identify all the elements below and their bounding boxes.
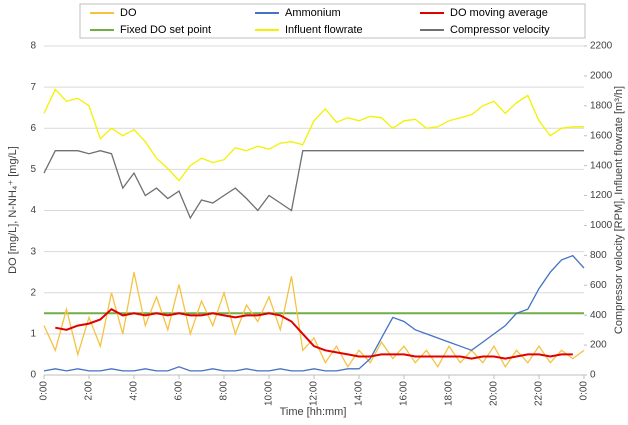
y2-tick-label: 800: [590, 250, 607, 261]
y2-tick-label: 200: [590, 340, 607, 351]
x-tick-label: 14:00: [354, 381, 365, 406]
y-tick-label: 8: [30, 41, 36, 52]
x-tick-label: 6:00: [174, 381, 185, 401]
legend-label: Compressor velocity: [450, 24, 550, 36]
x-tick-label: 0:00: [39, 381, 50, 401]
legend-label: Influent flowrate: [285, 24, 363, 36]
y2-axis-title: Compressor velocity [RPM], Influent flow…: [613, 86, 625, 334]
x-tick-label: 0:00: [579, 381, 590, 401]
legend-label: DO moving average: [450, 7, 548, 19]
x-tick-label: 12:00: [309, 381, 320, 406]
y2-tick-label: 1000: [590, 220, 613, 231]
x-tick-label: 4:00: [129, 381, 140, 401]
series-line: [43, 150, 584, 220]
series-line: [55, 307, 573, 360]
y2-tick-label: 600: [590, 280, 607, 291]
x-tick-label: 2:00: [84, 381, 95, 401]
y-tick-label: 5: [30, 164, 36, 175]
y2-tick-label: 400: [590, 310, 607, 321]
x-axis-title: Time [hh:mm]: [280, 406, 347, 418]
y2-tick-label: 1800: [590, 100, 613, 111]
x-tick-label: 18:00: [444, 381, 455, 406]
y-tick-label: 7: [30, 82, 36, 93]
y2-tick-label: 1400: [590, 160, 613, 171]
series-line: [43, 254, 585, 372]
y2-tick-label: 2000: [590, 71, 613, 82]
y-axis-title: DO [mg/L], N-NH₄⁺ [mg/L]: [7, 146, 19, 274]
series-line: [43, 88, 584, 182]
y-tick-label: 1: [30, 329, 36, 340]
y-tick-label: 4: [30, 205, 36, 216]
y2-tick-label: 1200: [590, 190, 613, 201]
y-tick-label: 2: [30, 287, 36, 298]
y2-tick-label: 1600: [590, 130, 613, 141]
y2-tick-label: 2200: [590, 41, 613, 52]
y-tick-label: 0: [30, 370, 36, 381]
legend-label: DO: [120, 7, 137, 19]
legend-label: Fixed DO set point: [120, 24, 211, 36]
x-tick-label: 10:00: [264, 381, 275, 406]
x-tick-label: 8:00: [219, 381, 230, 401]
legend-box: [79, 3, 586, 39]
series-line: [43, 272, 585, 369]
y2-tick-label: 0: [590, 370, 596, 381]
x-tick-label: 16:00: [399, 381, 410, 406]
y-tick-label: 6: [30, 123, 36, 134]
legend-label: Ammonium: [285, 7, 341, 19]
x-tick-label: 20:00: [489, 381, 500, 406]
x-tick-label: 22:00: [534, 381, 545, 406]
y-tick-label: 3: [30, 246, 36, 257]
